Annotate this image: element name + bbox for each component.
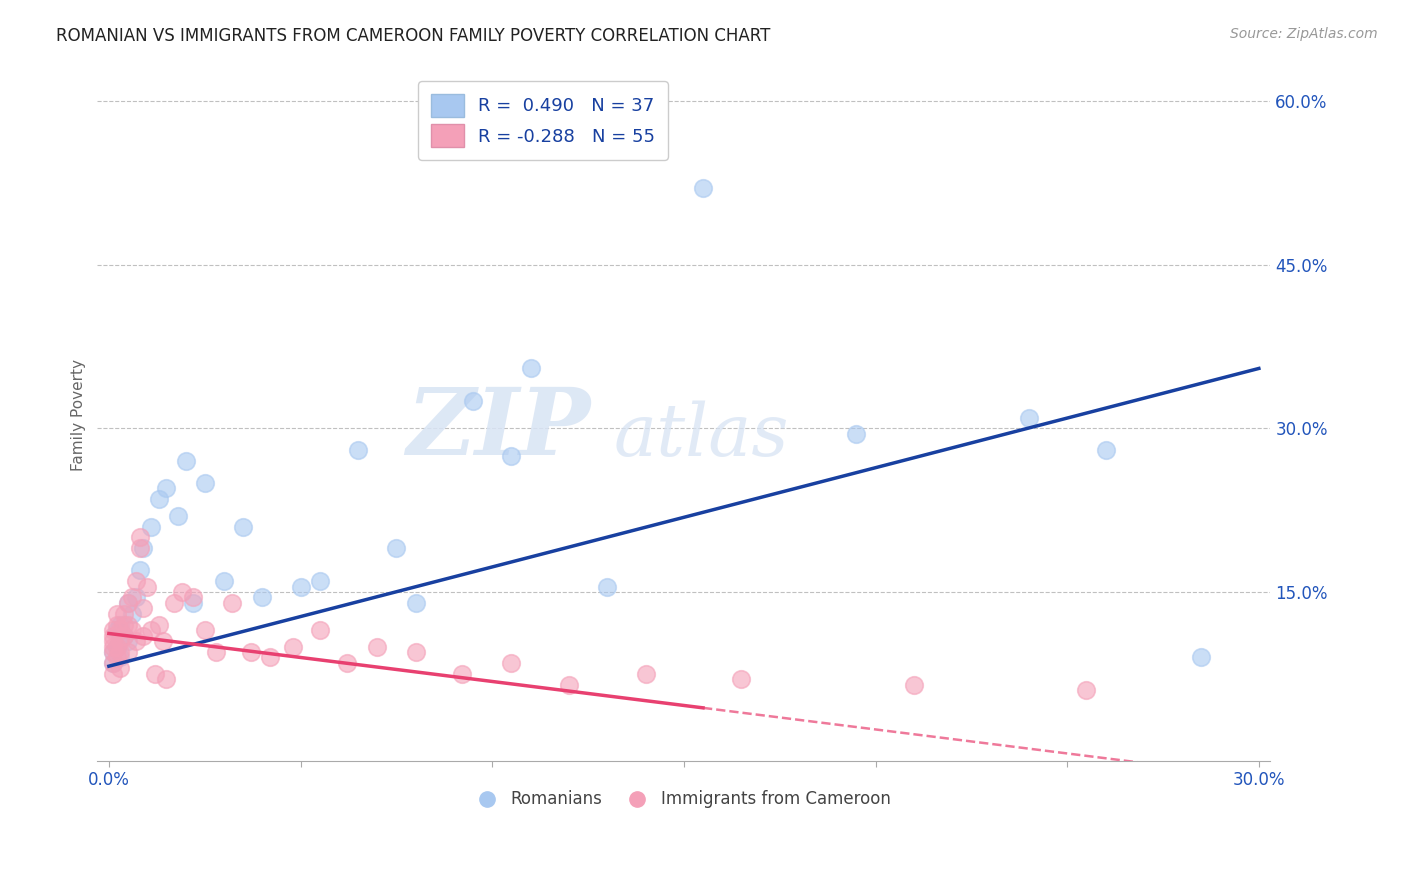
Point [110, 650, 132, 665]
Point [110, 645, 132, 659]
Point [221, 596, 243, 610]
Point [143, 666, 166, 681]
Point [194, 475, 217, 490]
Point [110, 661, 132, 675]
Point [101, 624, 124, 638]
Point [105, 640, 128, 654]
Point [117, 617, 139, 632]
Point [148, 617, 170, 632]
Point [121, 591, 143, 605]
Text: ROMANIAN VS IMMIGRANTS FROM CAMEROON FAMILY POVERTY CORRELATION CHART: ROMANIAN VS IMMIGRANTS FROM CAMEROON FAM… [56, 27, 770, 45]
Point [132, 629, 155, 643]
Point [101, 656, 124, 670]
Point [1076, 683, 1098, 698]
Point [128, 563, 150, 577]
Point [519, 361, 541, 376]
Y-axis label: Family Poverty: Family Poverty [72, 359, 86, 471]
Point [110, 617, 132, 632]
Point [101, 645, 124, 659]
Point [163, 596, 186, 610]
Text: atlas: atlas [613, 401, 789, 471]
Point [125, 574, 148, 588]
Point [634, 666, 657, 681]
Point [101, 656, 124, 670]
Point [232, 519, 254, 533]
Point [112, 629, 135, 643]
Point [105, 624, 128, 638]
Point [101, 629, 124, 643]
Point [121, 607, 143, 621]
Point [174, 454, 197, 468]
Point [845, 426, 868, 441]
Point [121, 624, 143, 638]
Point [181, 596, 204, 610]
Point [117, 634, 139, 648]
Point [128, 531, 150, 545]
Point [501, 656, 523, 670]
Point [101, 645, 124, 659]
Point [405, 596, 427, 610]
Point [308, 624, 330, 638]
Point [132, 601, 155, 615]
Point [125, 591, 148, 605]
Point [290, 580, 312, 594]
Point [903, 678, 925, 692]
Point [450, 666, 472, 681]
Point [250, 591, 273, 605]
Point [110, 634, 132, 648]
Point [181, 591, 204, 605]
Point [101, 666, 124, 681]
Point [259, 650, 281, 665]
Point [730, 673, 752, 687]
Point [112, 617, 135, 632]
Point [110, 624, 132, 638]
Point [117, 596, 139, 610]
Point [152, 634, 174, 648]
Point [117, 596, 139, 610]
Point [405, 645, 427, 659]
Point [335, 656, 357, 670]
Point [558, 678, 581, 692]
Point [105, 640, 128, 654]
Point [166, 508, 188, 523]
Point [1094, 443, 1116, 458]
Text: ZIP: ZIP [406, 384, 591, 474]
Point [596, 580, 619, 594]
Point [105, 617, 128, 632]
Point [101, 634, 124, 648]
Point [101, 640, 124, 654]
Point [366, 640, 388, 654]
Point [347, 443, 370, 458]
Point [205, 645, 228, 659]
Point [112, 607, 135, 621]
Point [105, 650, 128, 665]
Point [501, 449, 523, 463]
Point [1018, 410, 1040, 425]
Point [461, 394, 484, 409]
Point [194, 624, 217, 638]
Point [692, 181, 714, 195]
Point [155, 673, 177, 687]
Point [139, 624, 162, 638]
Point [112, 629, 135, 643]
Point [148, 492, 170, 507]
Point [105, 607, 128, 621]
Point [170, 585, 193, 599]
Point [385, 541, 408, 556]
Point [212, 574, 235, 588]
Point [1189, 650, 1212, 665]
Legend: Romanians, Immigrants from Cameroon: Romanians, Immigrants from Cameroon [471, 784, 897, 815]
Point [281, 640, 304, 654]
Point [308, 574, 330, 588]
Point [132, 541, 155, 556]
Point [136, 580, 159, 594]
Point [117, 645, 139, 659]
Text: Source: ZipAtlas.com: Source: ZipAtlas.com [1230, 27, 1378, 41]
Point [139, 519, 162, 533]
Point [125, 634, 148, 648]
Point [128, 541, 150, 556]
Point [155, 482, 177, 496]
Point [239, 645, 262, 659]
